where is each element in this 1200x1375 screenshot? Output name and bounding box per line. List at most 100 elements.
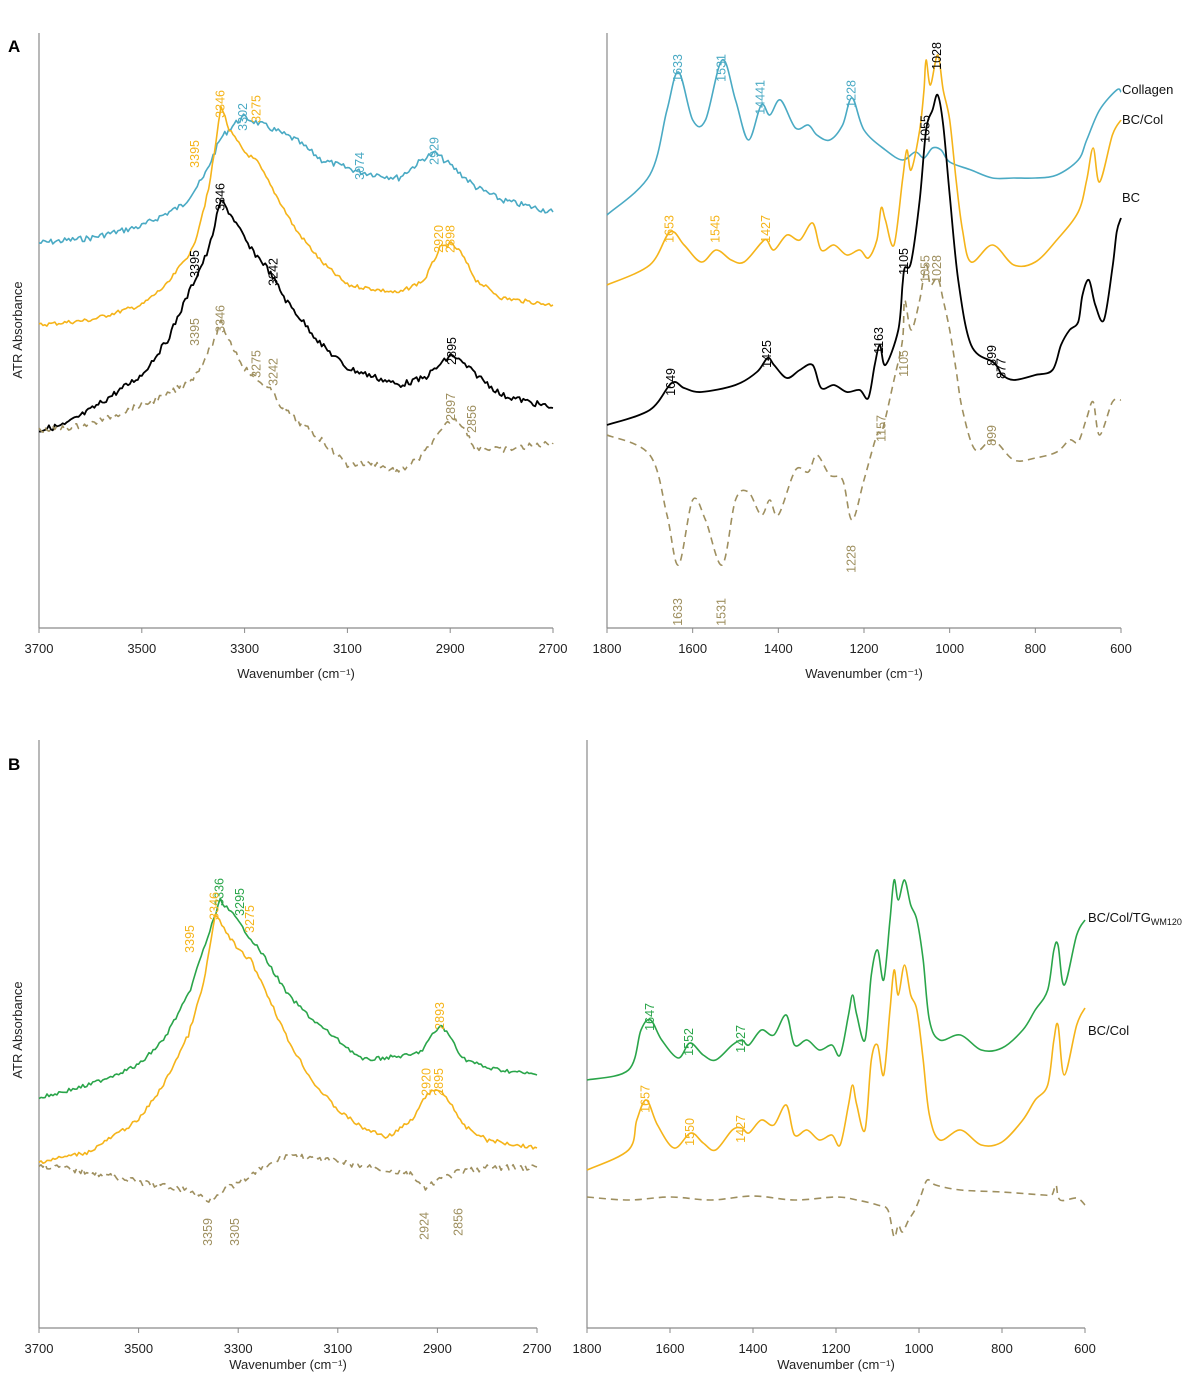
legend-text: BC/Col/TG	[1088, 910, 1151, 925]
x-tick-label: 600	[1110, 641, 1132, 656]
legend-label-bc: BC	[1122, 190, 1140, 205]
x-tick-label: 3300	[224, 1341, 253, 1356]
peak-label: 3295	[233, 888, 247, 916]
panel-letter: A	[8, 37, 20, 56]
x-tick-label: 2900	[423, 1341, 452, 1356]
series-line-bc	[38, 199, 554, 433]
peak-label: 1105	[897, 248, 911, 275]
x-tick-label: 1200	[822, 1341, 851, 1356]
x-tick-label: 1800	[593, 641, 622, 656]
peak-label: 1105	[897, 350, 911, 377]
chart-panel-2: 1800 1600 1400 1200 1000 800 600 Wavenumber (cm…	[593, 33, 1173, 681]
peak-label: 2929	[428, 137, 442, 165]
x-tick-label: 1800	[573, 1341, 602, 1356]
x-tick-label: 3700	[25, 641, 54, 656]
chart-panel-3: 3700 3500 3300 3100 2900 2700 Wavenumber (cm⁻¹…	[8, 740, 551, 1372]
peak-label: 1657	[639, 1085, 653, 1113]
series-line-difference	[38, 319, 554, 474]
peak-label: 3302	[236, 103, 250, 131]
x-axis-label: Wavenumber (cm⁻¹)	[777, 1357, 895, 1372]
peak-label: 899	[985, 425, 999, 446]
x-tick-label: 2900	[436, 641, 465, 656]
peak-label: 1653	[662, 215, 676, 243]
peak-label: 3275	[250, 350, 264, 378]
peak-label: 3275	[250, 95, 264, 123]
peak-label: 3275	[243, 905, 257, 933]
peak-label: 3395	[183, 925, 197, 953]
chart-panel-1: 3700 3500 3300 3100 2900 2700 Wavenumber (cm⁻¹…	[8, 33, 567, 681]
peak-label: 1055	[918, 115, 932, 143]
peak-label: 3074	[353, 152, 367, 180]
x-tick-label: 2700	[539, 641, 568, 656]
peak-label: 3242	[267, 258, 281, 286]
legend-text: BC/Col	[1088, 1023, 1129, 1038]
x-tick-label: 1400	[739, 1341, 768, 1356]
legend-text: BC/Col	[1122, 112, 1163, 127]
peak-label: 3336	[213, 878, 227, 906]
legend-text: BC	[1122, 190, 1140, 205]
x-tick-label: 3100	[333, 641, 362, 656]
x-axis-label: Wavenumber (cm⁻¹)	[805, 666, 923, 681]
peak-label: 1633	[671, 54, 685, 82]
peak-label: 1545	[709, 215, 723, 243]
x-tick-label: 1000	[905, 1341, 934, 1356]
peak-label: 2920	[420, 1068, 434, 1096]
peak-label: 1550	[683, 1118, 697, 1146]
peak-label: 3359	[201, 1218, 215, 1246]
legend-label-collagen: Collagen	[1122, 82, 1173, 97]
legend-label-bc-col: BC/Col	[1088, 1023, 1129, 1038]
peak-label: 2856	[465, 405, 479, 433]
peak-label: 1649	[664, 368, 678, 396]
series-line-difference	[606, 264, 1122, 566]
y-axis-label: ATR Absorbance	[10, 981, 25, 1078]
peak-label: 877	[995, 358, 1009, 379]
peak-label: 3346	[213, 305, 227, 333]
series-line-difference	[586, 1178, 1086, 1239]
x-tick-label: 3500	[124, 1341, 153, 1356]
peak-label: 1427	[759, 215, 773, 243]
peak-label: 1028	[930, 255, 944, 283]
x-tick-label: 1000	[935, 641, 964, 656]
series-line-bc-col	[38, 106, 554, 327]
peak-label: 3305	[228, 1218, 242, 1246]
series-line-bc-col	[586, 964, 1086, 1171]
peak-label: 2924	[418, 1212, 432, 1240]
x-tick-label: 800	[1024, 641, 1046, 656]
series-line-bc	[606, 93, 1122, 426]
peak-label: 3346	[213, 183, 227, 211]
series-line-bc-col-tg	[38, 897, 538, 1100]
peak-label: 3395	[188, 318, 202, 346]
peak-label: 1055	[918, 255, 932, 283]
peak-label: 1028	[930, 42, 944, 70]
peak-label: 3395	[188, 250, 202, 278]
peak-label: 899	[985, 345, 999, 366]
peak-label: 2895	[432, 1068, 446, 1096]
legend-label-bc-col-tg: BC/Col/TGWM120	[1088, 910, 1182, 927]
peak-label: 1427	[734, 1115, 748, 1143]
x-tick-label: 1400	[764, 641, 793, 656]
peak-label: 2897	[444, 393, 458, 421]
x-tick-label: 2700	[523, 1341, 552, 1356]
peak-label: 2895	[445, 337, 459, 365]
peak-label: 3346	[208, 892, 222, 920]
x-tick-label: 3700	[25, 1341, 54, 1356]
series-line-difference	[38, 1153, 538, 1203]
peak-label: 3395	[188, 140, 202, 168]
panel-letter: B	[8, 755, 20, 774]
peak-label: 1425	[760, 340, 774, 368]
legend-subscript: WM120	[1151, 917, 1182, 927]
peak-label: 1228	[844, 80, 858, 108]
series-line-bc-col-tg	[586, 879, 1086, 1081]
x-tick-label: 1600	[656, 1341, 685, 1356]
peak-label: 14441	[753, 80, 767, 115]
peak-label: 1157	[875, 415, 889, 442]
peak-label: 1633	[671, 598, 685, 626]
y-axis-label: ATR Absorbance	[10, 281, 25, 378]
legend-text: Collagen	[1122, 82, 1173, 97]
x-tick-label: 3100	[323, 1341, 352, 1356]
x-tick-label: 1200	[850, 641, 879, 656]
peak-label: 1552	[682, 1028, 696, 1056]
legend-label-bc-col: BC/Col	[1122, 112, 1163, 127]
